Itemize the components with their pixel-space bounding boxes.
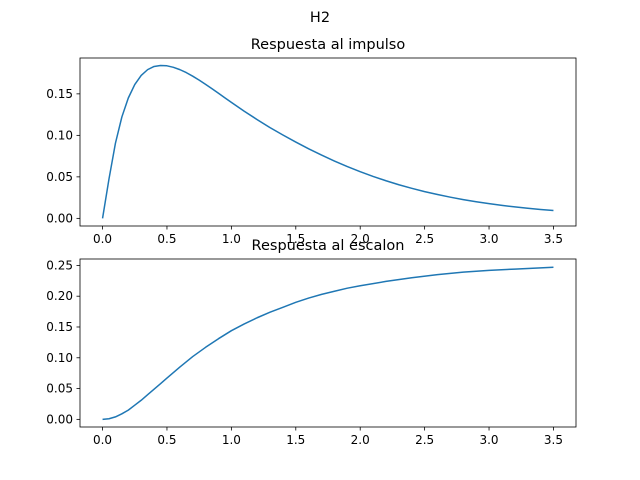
axes-frame (79, 57, 577, 227)
y-tick-label: 0.10 (46, 351, 73, 365)
subplot-step-response: 0.0 0.5 1.0 1.5 2.0 2.5 3.0 3.5 0.00 0.05 0.10 0.15… (46, 238, 577, 447)
subplot-impulse-response: 0.0 0.5 1.0 1.5 2.0 2.5 3.0 3.5 0.00 0.05 0.10 0.15… (46, 37, 577, 246)
figure-suptitle: H2 (310, 10, 330, 26)
x-tick-label: 3.5 (544, 232, 563, 246)
x-tick-label: 0.5 (157, 433, 176, 447)
y-tick-label: 0.00 (46, 211, 73, 225)
x-tick-label: 0.0 (93, 433, 112, 447)
x-tick-label: 2.5 (415, 433, 434, 447)
x-tick-label: 1.5 (286, 232, 305, 246)
y-tick-label: 0.00 (46, 412, 73, 426)
x-tick-label: 2.5 (415, 232, 434, 246)
x-tick-label: 3.0 (479, 232, 498, 246)
chart-title: Respuesta al impulso (251, 37, 406, 53)
chart-title: Respuesta al escalon (252, 238, 405, 254)
y-tick-label: 0.20 (46, 289, 73, 303)
x-tick-label: 2.0 (351, 433, 370, 447)
series-line (102, 266, 554, 421)
x-tick-label: 0.5 (157, 232, 176, 246)
y-tick-label: 0.15 (46, 320, 73, 334)
x-tick-label: 1.5 (286, 433, 305, 447)
y-tick-label: 0.25 (46, 258, 73, 272)
x-tick-label: 1.0 (222, 433, 241, 447)
x-tick-label: 0.0 (93, 232, 112, 246)
series-line (101, 64, 554, 219)
y-tick-label: 0.10 (46, 128, 73, 142)
x-tick-label: 3.0 (479, 433, 498, 447)
x-tick-label: 3.5 (544, 433, 563, 447)
y-tick-label: 0.05 (46, 382, 73, 396)
x-tick-label: 1.0 (222, 232, 241, 246)
y-tick-label: 0.05 (46, 170, 73, 184)
axes-frame (79, 258, 577, 428)
x-tick-label: 2.0 (351, 232, 370, 246)
y-tick-label: 0.15 (46, 87, 73, 101)
